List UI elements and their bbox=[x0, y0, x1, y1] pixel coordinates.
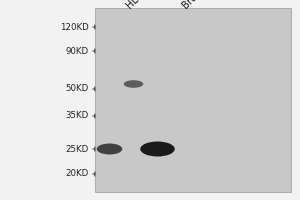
Ellipse shape bbox=[140, 142, 175, 156]
Text: Brain: Brain bbox=[180, 0, 205, 10]
Ellipse shape bbox=[124, 80, 143, 88]
Text: 120KD: 120KD bbox=[60, 22, 88, 31]
Text: 20KD: 20KD bbox=[65, 170, 88, 178]
Text: 35KD: 35KD bbox=[65, 112, 88, 120]
Ellipse shape bbox=[97, 144, 122, 154]
Text: 90KD: 90KD bbox=[65, 46, 88, 55]
Text: 50KD: 50KD bbox=[65, 84, 88, 93]
Bar bbox=[94, 8, 291, 192]
Text: 25KD: 25KD bbox=[65, 144, 88, 154]
Text: HL-60: HL-60 bbox=[124, 0, 152, 10]
